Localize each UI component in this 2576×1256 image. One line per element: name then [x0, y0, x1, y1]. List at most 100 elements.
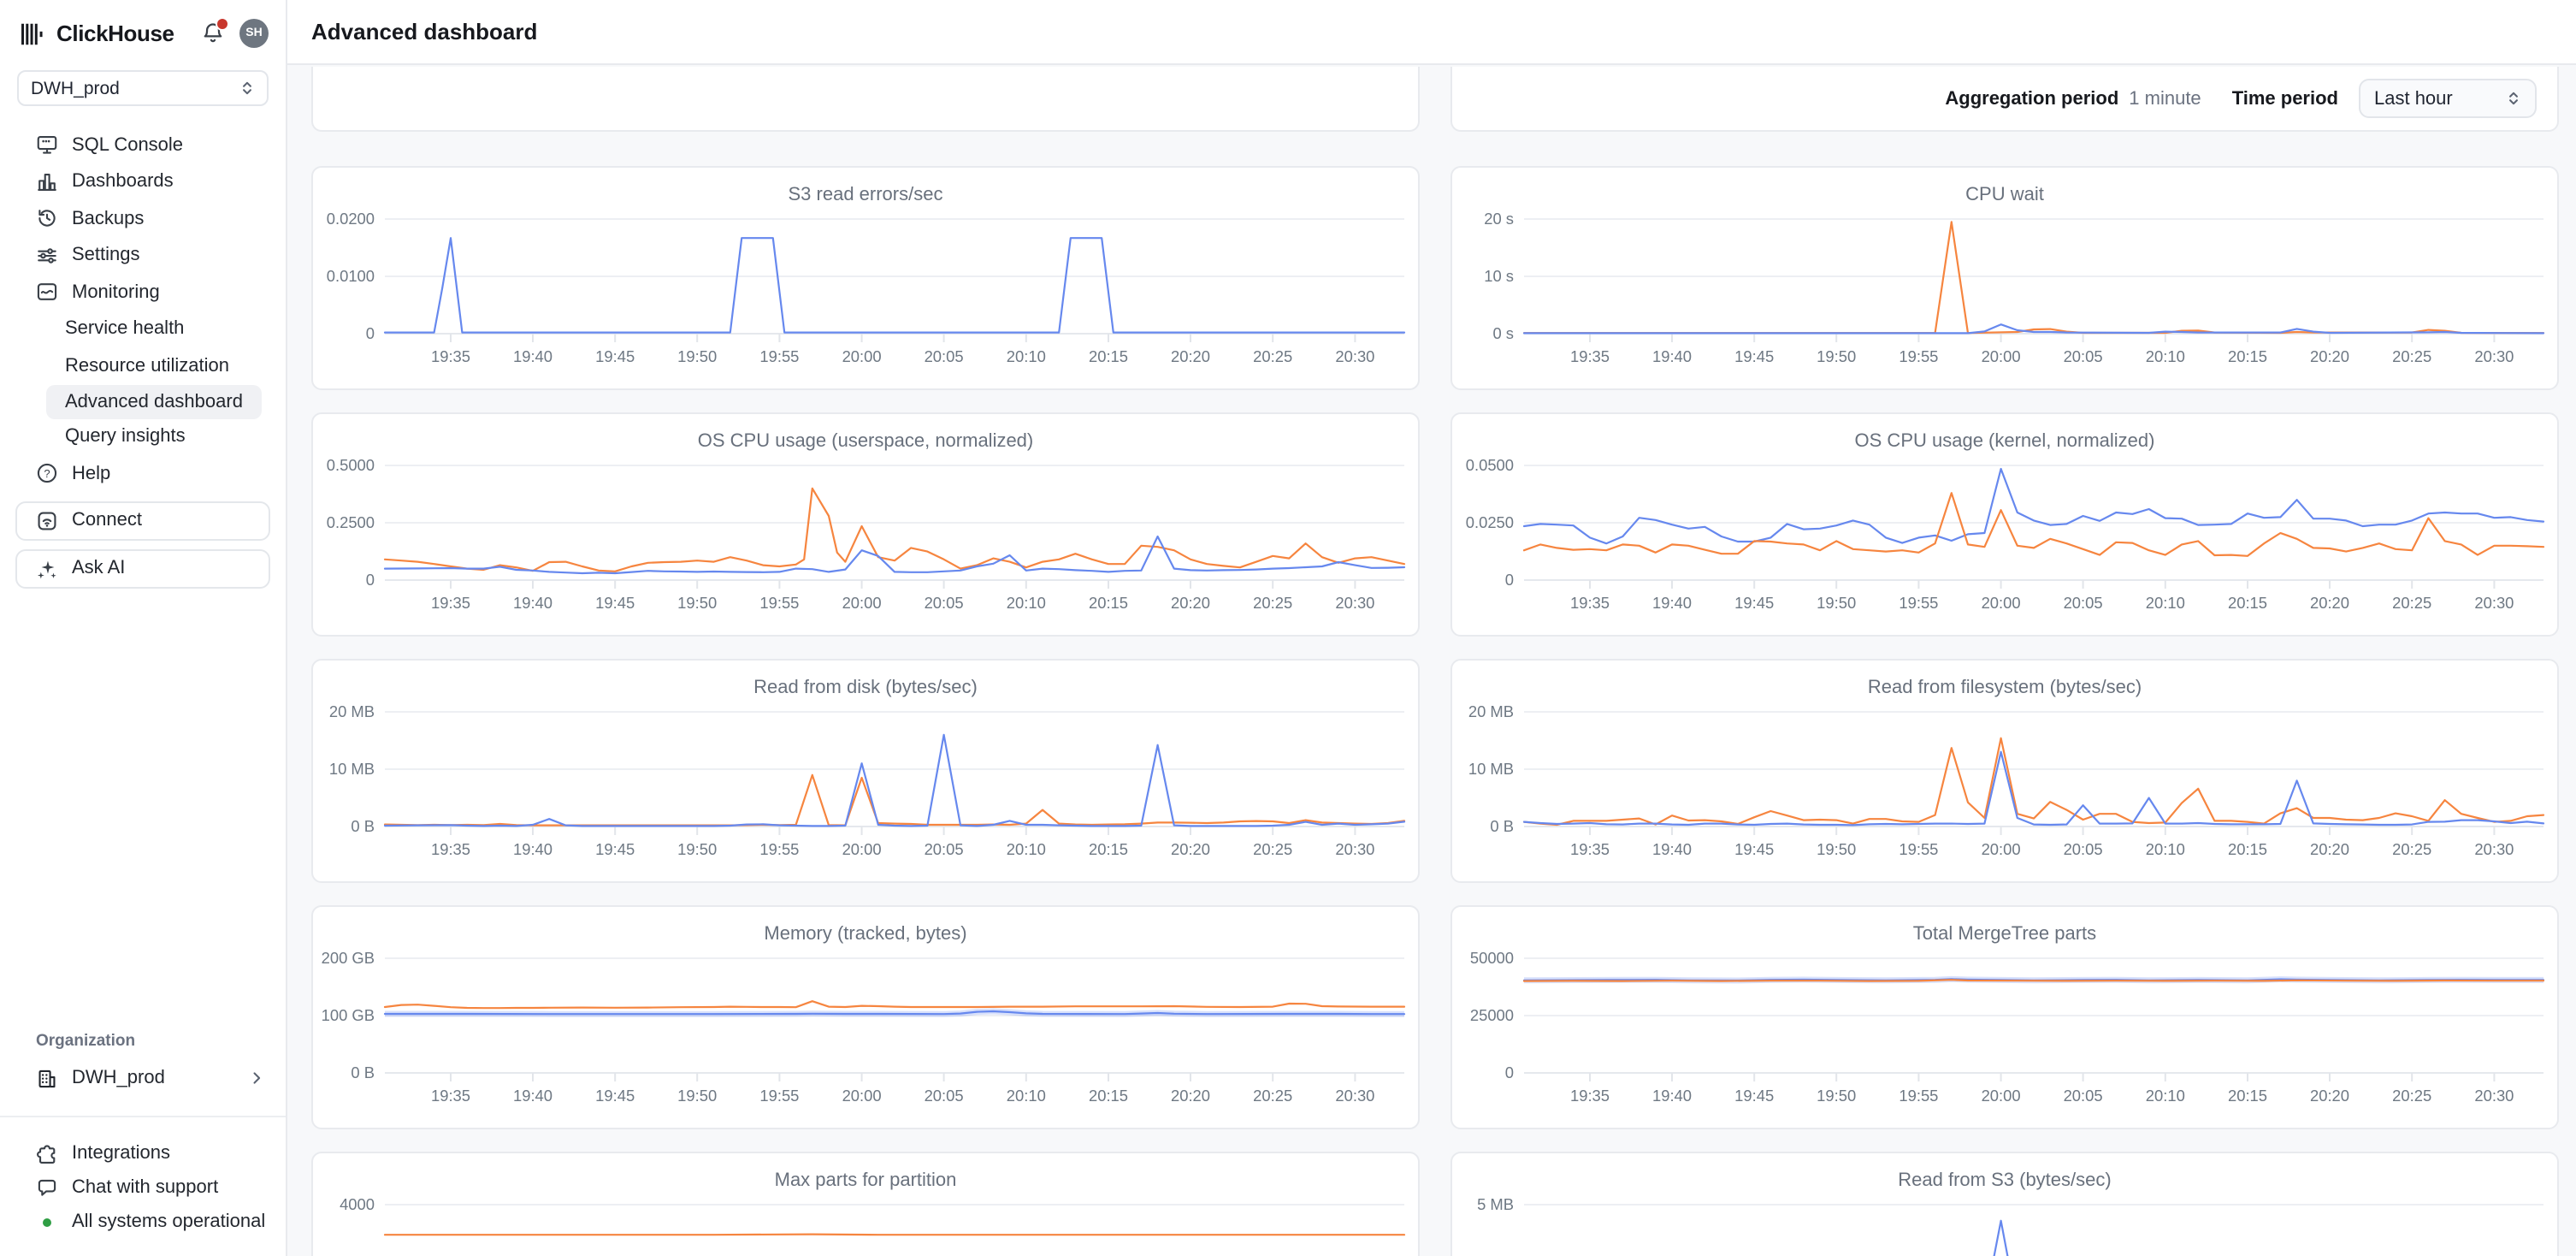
- x-tick-label: 20:25: [1253, 594, 1292, 612]
- notifications-bell-icon[interactable]: [200, 17, 229, 46]
- x-tick-label: 20:10: [2146, 1087, 2185, 1105]
- svg-text:?: ?: [44, 467, 50, 480]
- status-ok-dot-icon: [43, 1217, 51, 1226]
- time-period-select[interactable]: Last hour: [2359, 79, 2537, 118]
- sidebar-item-chat-support[interactable]: Chat with support: [0, 1170, 286, 1205]
- chart-card: OS CPU usage (kernel, normalized) 0.0500 0…: [1450, 412, 2559, 637]
- chart-plot[interactable]: 5 MB2.5 MB0 B19:3519:4019:4519:5019:5520…: [1452, 1195, 2557, 1256]
- sidebar-item-monitoring[interactable]: Monitoring: [0, 274, 286, 311]
- x-tick-label: 20:30: [2474, 347, 2514, 365]
- y-tick-label: 100 GB: [322, 1006, 375, 1024]
- y-tick-label: 0 B: [351, 1063, 375, 1081]
- chart-plot[interactable]: 50000 25000 0 19:35 19:40 19:45 19:50 19:55 20:0…: [1452, 949, 2557, 1129]
- x-tick-label: 19:50: [1817, 347, 1856, 365]
- logo-row: ClickHouse SH: [0, 0, 286, 56]
- dashboard-controls: Aggregation period 1 minute Time period …: [1450, 67, 2559, 132]
- chart-plot[interactable]: 20 s 10 s 0 s 19:35 19:40 19:45 19:50 19:55 20:0…: [1452, 210, 2557, 390]
- x-tick-label: 19:40: [1652, 594, 1692, 612]
- clickhouse-logo-icon[interactable]: [21, 21, 44, 45]
- chevron-updown-icon: [2509, 92, 2518, 105]
- chart-plot[interactable]: 20 MB 10 MB 0 B 19:35 19:40 19:45 19:50 19:55 20…: [313, 702, 1418, 883]
- connect-button[interactable]: Connect: [15, 501, 270, 540]
- sidebar-item-backups[interactable]: Backups: [0, 200, 286, 237]
- y-tick-label: 0: [366, 571, 375, 589]
- x-tick-label: 19:35: [431, 1087, 470, 1105]
- chart-card: CPU wait 20 s 10 s 0 s 19:35 19:40 19:45 19:50 1…: [1450, 166, 2559, 390]
- series-line-blue: [1522, 323, 2545, 335]
- time-period-value: Last hour: [2374, 88, 2453, 109]
- sidebar-item-settings[interactable]: Settings: [0, 237, 286, 274]
- chevron-updown-icon: [243, 81, 251, 95]
- sidebar-item-dashboards[interactable]: Dashboards: [0, 163, 286, 200]
- x-tick-label: 20:10: [2146, 840, 2185, 858]
- y-tick-label: 0: [1505, 571, 1514, 589]
- x-tick-label: 20:20: [1171, 1087, 1210, 1105]
- x-tick-label: 20:15: [1089, 840, 1128, 858]
- sidebar-item-sql-console[interactable]: SQL Console: [0, 127, 286, 163]
- x-tick-label: 19:40: [513, 347, 552, 365]
- x-tick-label: 19:35: [431, 594, 470, 612]
- monitoring-icon: [37, 283, 57, 301]
- organization-item[interactable]: DWH_prod: [0, 1059, 286, 1097]
- chart-card: S3 read errors/sec 0.0200 0.0100 0 19:35 19:4…: [311, 166, 1420, 390]
- x-tick-label: 19:40: [1652, 840, 1692, 858]
- x-tick-label: 20:00: [1982, 594, 2021, 612]
- x-tick-label: 19:55: [759, 840, 799, 858]
- chart-title: S3 read errors/sec: [788, 185, 943, 205]
- x-tick-label: 19:50: [677, 840, 717, 858]
- sidebar-item-resource-utilization[interactable]: Resource utilization: [0, 347, 286, 384]
- sidebar-divider: [0, 1116, 286, 1117]
- sidebar-item-service-health[interactable]: Service health: [0, 311, 286, 347]
- chart-title: OS CPU usage (kernel, normalized): [1854, 431, 2155, 452]
- y-tick-label: 0 B: [351, 817, 375, 835]
- help-icon: ?: [37, 464, 57, 483]
- connect-icon: [38, 511, 56, 530]
- sidebar-item-help[interactable]: ? Help: [0, 455, 286, 492]
- sidebar-item-integrations[interactable]: Integrations: [0, 1136, 286, 1170]
- x-tick-label: 20:10: [2146, 347, 2185, 365]
- series-line-blue: [1993, 1219, 2009, 1256]
- sidebar-nav: SQL Console Dashboards Backups: [0, 127, 286, 492]
- chart-title: OS CPU usage (userspace, normalized): [697, 431, 1034, 452]
- service-selector-value: DWH_prod: [31, 78, 120, 98]
- chart-plot[interactable]: 20 MB 10 MB 0 B 19:35 19:40 19:45 19:50 19:55 20…: [1452, 702, 2557, 883]
- avatar[interactable]: SH: [239, 19, 269, 48]
- service-selector[interactable]: DWH_prod: [17, 70, 269, 106]
- dashboard-scroll-area[interactable]: Aggregation period 1 minute Time period …: [287, 67, 2576, 1256]
- y-tick-label: 25000: [1470, 1006, 1514, 1024]
- y-tick-label: 0 B: [1490, 817, 1514, 835]
- x-tick-label: 19:50: [677, 347, 717, 365]
- chart-title: Memory (tracked, bytes): [764, 924, 967, 945]
- chart-plot[interactable]: 0.0500 0.0250 0 19:35 19:40 19:45 19:50 19:55 20…: [1452, 456, 2557, 637]
- series-line-orange: [1522, 492, 2545, 557]
- organization-name: DWH_prod: [72, 1068, 165, 1088]
- sidebar-item-label: Advanced dashboard: [65, 391, 243, 412]
- series-line-orange: [383, 487, 1406, 572]
- x-tick-label: 20:00: [842, 594, 882, 612]
- chart-plot[interactable]: 0.5000 0.2500 0 19:35 19:40 19:45 19:50 19:55 20…: [313, 456, 1418, 637]
- ask-ai-button[interactable]: Ask AI: [15, 548, 270, 588]
- x-tick-label: 20:30: [2474, 840, 2514, 858]
- sidebar-item-query-insights[interactable]: Query insights: [0, 418, 286, 455]
- series-line-blue: [1522, 467, 2545, 545]
- x-tick-label: 20:20: [2310, 1087, 2349, 1105]
- x-tick-label: 20:15: [1089, 594, 1128, 612]
- x-tick-label: 19:50: [1817, 840, 1856, 858]
- x-tick-label: 19:40: [513, 594, 552, 612]
- sidebar-item-advanced-dashboard[interactable]: Advanced dashboard: [46, 384, 262, 418]
- chart-plot[interactable]: 40002000019:3519:4019:4519:5019:5520:002…: [313, 1195, 1418, 1256]
- chart-card: Memory (tracked, bytes) 200 GB 100 GB 0 B 19…: [311, 905, 1420, 1129]
- chart-plot[interactable]: 200 GB 100 GB 0 B 19:35 19:40 19:45 19:50 19:55…: [313, 949, 1418, 1129]
- chart-title: Total MergeTree parts: [1912, 924, 2097, 945]
- ask-ai-label: Ask AI: [72, 558, 126, 578]
- chart-grid: S3 read errors/sec 0.0200 0.0100 0 19:35 19:4…: [311, 166, 2559, 1256]
- chart-plot[interactable]: 0.0200 0.0100 0 19:35 19:40 19:45 19:50 19:55 20…: [313, 210, 1418, 390]
- y-tick-label: 50000: [1470, 951, 1514, 967]
- aggregation-period-label: Aggregation period: [1945, 88, 2119, 109]
- chart-title: Read from S3 (bytes/sec): [1898, 1170, 2112, 1191]
- system-status-link[interactable]: All systems operational: [0, 1205, 286, 1239]
- brand-wordmark[interactable]: ClickHouse: [56, 21, 174, 46]
- x-tick-label: 19:35: [431, 347, 470, 365]
- x-tick-label: 20:20: [1171, 594, 1210, 612]
